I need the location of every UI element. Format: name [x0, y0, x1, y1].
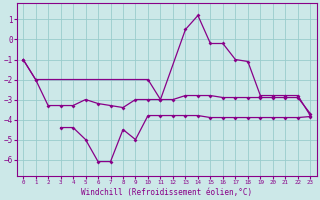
X-axis label: Windchill (Refroidissement éolien,°C): Windchill (Refroidissement éolien,°C) [81, 188, 252, 197]
